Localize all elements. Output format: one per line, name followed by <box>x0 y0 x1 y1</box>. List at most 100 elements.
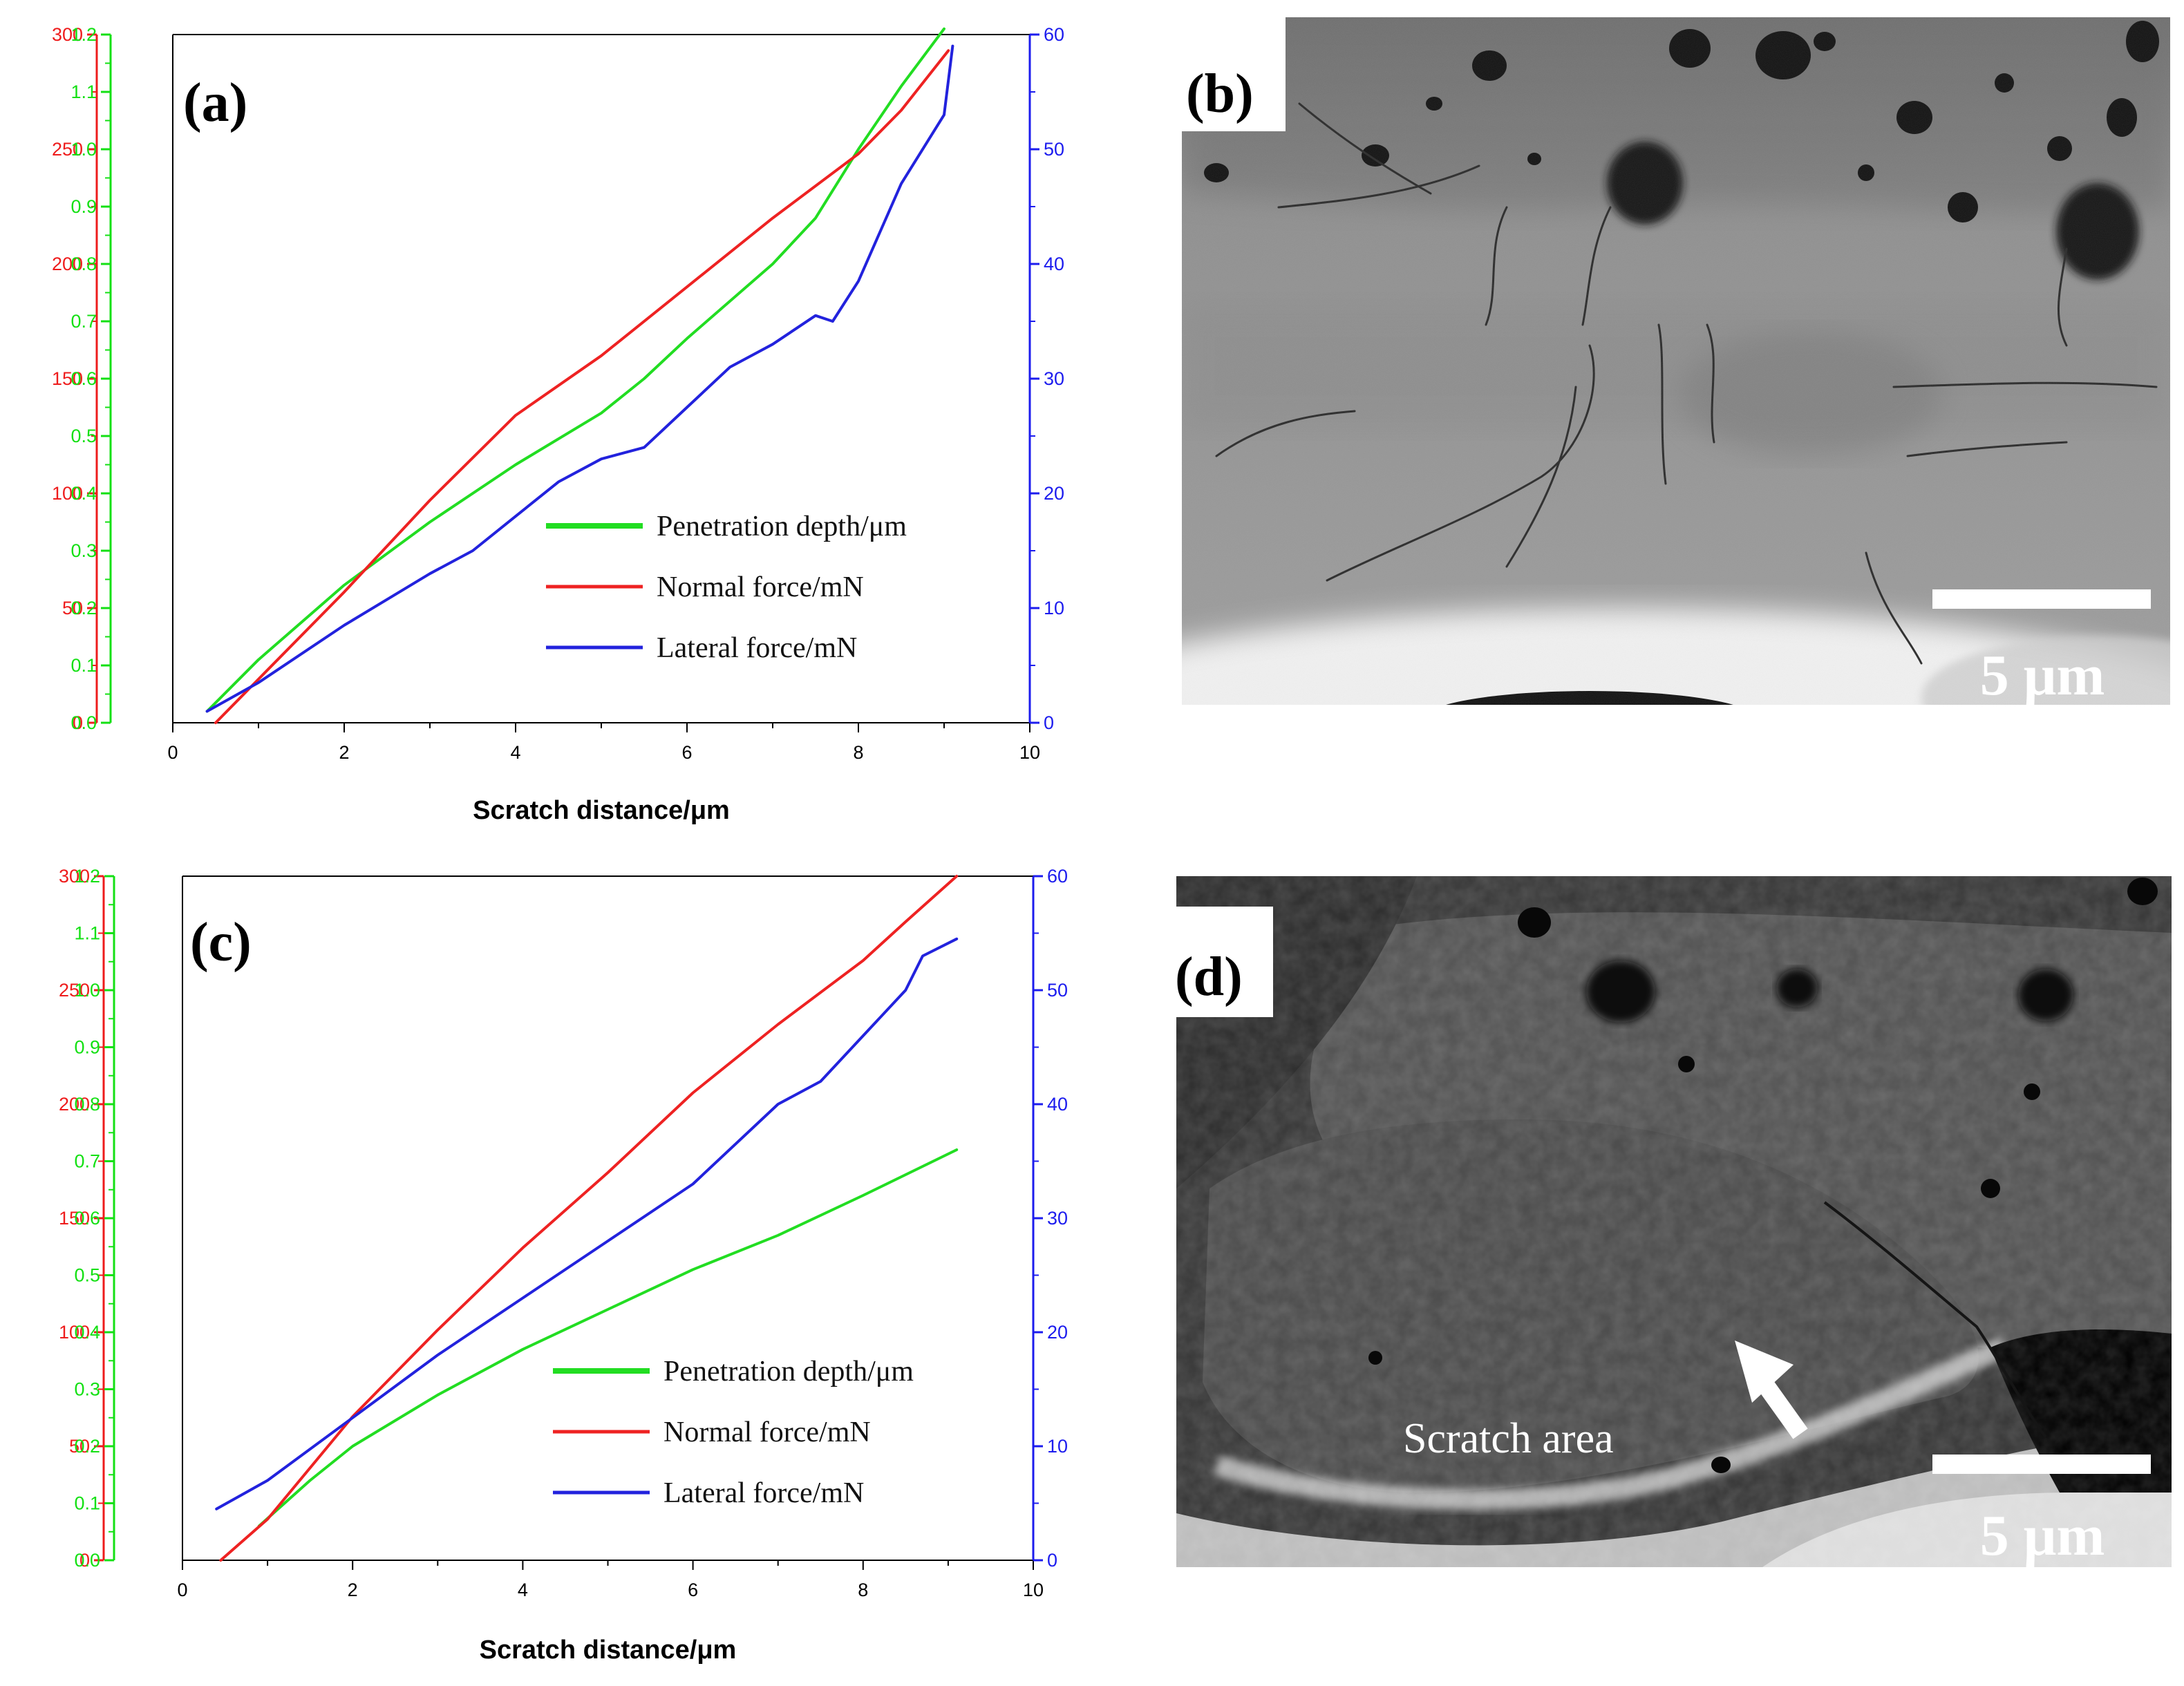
chart-panel-c: 0 2 4 6 8 100501001502002503000.00.10.20.30.4… <box>59 866 1068 1665</box>
left-outer-tick-label: 150 <box>52 368 83 389</box>
left-inner-tick-label: 1.2 <box>70 24 97 45</box>
left-outer-tick-label: 300 <box>59 866 90 887</box>
right-tick-label: 0 <box>1044 712 1054 733</box>
series-group-a <box>205 27 954 724</box>
left-outer-tick-label: 0 <box>79 1550 90 1571</box>
left-inner-tick-label: 0.4 <box>74 1322 100 1343</box>
left-inner-tick-label: 0.5 <box>74 1265 100 1286</box>
chart-panel-a: 0 2 4 6 8 100501001502002503000.00.10.20.30.4… <box>52 24 1064 825</box>
left-inner-tick-label: 1.0 <box>70 139 97 160</box>
x-axis-label-c: Scratch distance/μm <box>480 1636 737 1665</box>
scale-label-b: 5 μm <box>1980 643 2105 708</box>
x-tick-label: 6 <box>688 1580 698 1600</box>
plot-area-a <box>173 35 1030 723</box>
right-tick-label: 30 <box>1044 368 1064 389</box>
x-tick-label: 6 <box>681 742 692 763</box>
right-tick-label: 60 <box>1047 866 1068 887</box>
panel-label-a: (a) <box>183 73 247 133</box>
left-outer-tick-label: 250 <box>52 139 83 160</box>
right-tick-label: 50 <box>1044 139 1064 160</box>
micrograph-panel-b: (b) 5 μm <box>1182 17 2170 708</box>
series-line-lateral <box>205 44 954 713</box>
panel-label-c: (c) <box>190 912 252 973</box>
left-outer-tick-label: 50 <box>62 598 83 618</box>
micrograph-panel-d: (d) Scratch area 5 μm <box>1175 876 2172 1568</box>
left-outer-tick-label: 50 <box>69 1436 90 1457</box>
right-tick-label: 40 <box>1047 1094 1068 1115</box>
right-tick-label: 20 <box>1044 483 1064 504</box>
left-inner-tick-label: 0.0 <box>74 1550 100 1571</box>
left-outer-tick-label: 200 <box>52 254 83 274</box>
right-tick-label: 50 <box>1047 980 1068 1001</box>
x-tick-label: 2 <box>339 742 349 763</box>
x-tick-label: 10 <box>1023 1580 1044 1600</box>
plot-area-c <box>182 876 1033 1560</box>
left-inner-tick-label: 0.1 <box>74 1493 100 1514</box>
left-inner-tick-label: 1.0 <box>74 980 100 1001</box>
left-inner-tick-label: 1.1 <box>74 923 100 944</box>
left-inner-tick-label: 0.4 <box>70 483 97 504</box>
series-line-penetration <box>205 27 945 713</box>
left-outer-tick-label: 100 <box>52 483 83 504</box>
left-inner-tick-label: 0.0 <box>70 712 97 733</box>
left-inner-tick-label: 0.7 <box>70 311 97 332</box>
x-tick-label: 0 <box>167 742 178 763</box>
x-tick-label: 2 <box>348 1580 358 1600</box>
right-tick-label: 40 <box>1044 254 1064 274</box>
left-inner-tick-label: 1.2 <box>74 866 100 887</box>
left-outer-tick-label: 200 <box>59 1094 90 1115</box>
legend-c: Penetration depth/μm Normal force/mN Later… <box>553 1356 914 1509</box>
left-outer-tick-label: 250 <box>59 980 90 1001</box>
left-inner-tick-label: 0.1 <box>70 655 97 676</box>
series-group-c <box>215 875 959 1562</box>
left-inner-tick-label: 0.2 <box>74 1436 100 1457</box>
legend-entry: Lateral force/mN <box>657 632 857 664</box>
left-outer-tick-label: 300 <box>52 24 83 45</box>
right-tick-label: 30 <box>1047 1208 1068 1229</box>
left-outer-tick-label: 150 <box>59 1208 90 1229</box>
right-tick-label: 20 <box>1047 1322 1068 1343</box>
right-tick-label: 10 <box>1047 1436 1068 1457</box>
left-inner-tick-label: 0.7 <box>74 1151 100 1172</box>
left-inner-tick-label: 0.6 <box>70 368 97 389</box>
scale-bar-b <box>1932 589 2151 609</box>
left-outer-tick-label: 100 <box>59 1322 90 1343</box>
left-inner-tick-label: 0.9 <box>70 196 97 217</box>
left-inner-tick-label: 0.9 <box>74 1037 100 1058</box>
right-tick-label: 60 <box>1044 24 1064 45</box>
left-inner-tick-label: 0.8 <box>70 254 97 274</box>
series-line-lateral <box>215 937 959 1510</box>
left-inner-tick-label: 0.2 <box>70 598 97 618</box>
x-tick-label: 10 <box>1019 742 1040 763</box>
legend-entry: Penetration depth/μm <box>663 1356 914 1387</box>
left-inner-tick-label: 0.3 <box>74 1379 100 1400</box>
legend-entry: Penetration depth/μm <box>657 511 907 542</box>
legend-entry: Lateral force/mN <box>663 1477 864 1509</box>
right-tick-label: 10 <box>1044 598 1064 618</box>
scratch-area-label: Scratch area <box>1403 1415 1614 1462</box>
x-axis-label-a: Scratch distance/μm <box>473 796 730 825</box>
series-line-normal <box>214 49 950 724</box>
scale-label-d: 5 μm <box>1980 1504 2105 1568</box>
left-outer-tick-label: 0 <box>73 712 83 733</box>
left-inner-tick-label: 0.8 <box>74 1094 100 1115</box>
arrow-icon <box>1735 1341 1808 1439</box>
x-tick-label: 8 <box>858 1580 868 1600</box>
left-inner-tick-label: 0.5 <box>70 426 97 446</box>
scale-bar-d <box>1932 1455 2151 1474</box>
x-tick-label: 4 <box>518 1580 528 1600</box>
left-inner-tick-label: 0.3 <box>70 540 97 561</box>
right-tick-label: 0 <box>1047 1550 1057 1571</box>
series-line-penetration <box>257 1148 959 1528</box>
left-inner-tick-label: 1.1 <box>70 82 97 102</box>
panel-label-b: (b) <box>1186 64 1254 124</box>
x-tick-label: 0 <box>177 1580 187 1600</box>
panel-label-d: (d) <box>1175 947 1243 1007</box>
legend-entry: Normal force/mN <box>657 571 864 603</box>
x-tick-label: 8 <box>853 742 863 763</box>
series-line-normal <box>219 875 959 1562</box>
legend-a: Penetration depth/μm Normal force/mN Later… <box>546 511 907 664</box>
left-inner-tick-label: 0.6 <box>74 1208 100 1229</box>
x-tick-label: 4 <box>510 742 520 763</box>
